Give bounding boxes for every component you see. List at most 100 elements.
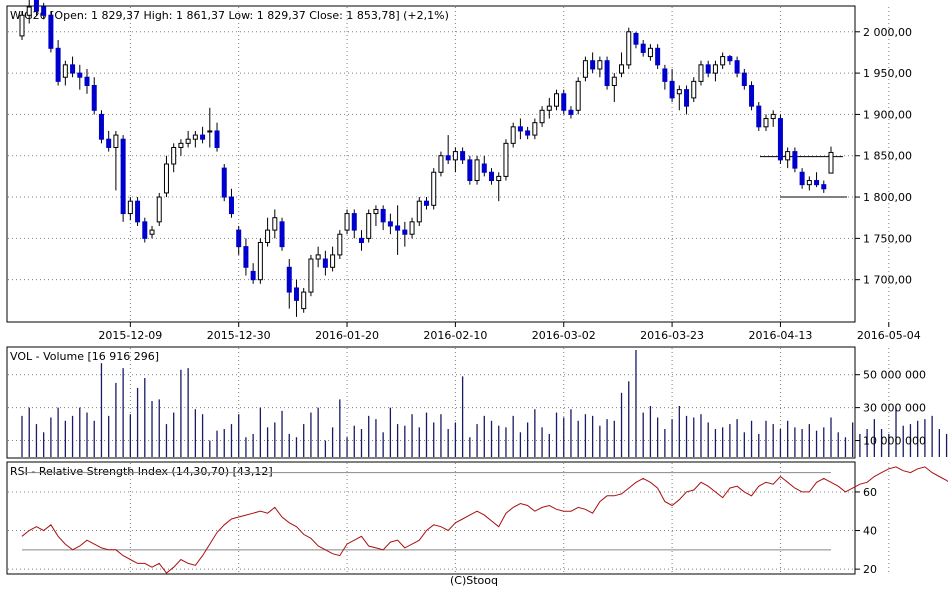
price-x-tick-label: 2016-04-13 [748,329,812,342]
candle-body-up [510,126,516,144]
price-x-tick-label: 2015-12-09 [98,329,162,342]
volume-y-tick-label: 50 000 000 [863,369,926,382]
candle-body-down [640,43,646,53]
candle-body-up [546,105,552,111]
candle-body-down [402,229,408,235]
price-x-tick-label: 2016-02-10 [423,329,487,342]
candle-body-down [293,287,299,301]
candle-body-down [525,130,531,136]
price-panel-title: WIG20 [Open: 1 829,37 High: 1 861,37 Low… [10,9,449,22]
candle-body-down [351,213,357,231]
candle-body-down [561,93,567,111]
candle-body-down [669,80,675,99]
candle-body-down [489,171,495,182]
candle-body-down [41,6,47,16]
candle-body-up [19,14,25,37]
candle-body-up [127,200,133,215]
price-y-tick-label: 1 750,00 [863,232,912,245]
candle-body-down [120,138,126,215]
candle-body-down [460,151,466,161]
candle-body-down [821,184,827,190]
candle-body-down [777,118,783,161]
candle-body-up [301,291,307,310]
candle-body-up [452,151,458,161]
candle-body-down [799,171,805,186]
price-y-tick-label: 1 850,00 [863,150,912,163]
candle-body-up [156,196,162,223]
candle-body-up [611,76,617,86]
candle-body-down [70,64,76,74]
candle-body-up [676,89,682,95]
candle-body-down [445,155,451,161]
rsi-panel: RSI - Relative Strength Index (14,30,70)… [6,461,948,576]
candle-body-up [554,93,560,107]
source-credit: (C)Stooq [449,574,498,587]
price-x-tick-label: 2016-05-04 [857,329,921,342]
candle-body-up [178,142,184,148]
candle-body-down [142,221,148,239]
candle-body-up [539,109,545,124]
candle-body-up [438,155,444,173]
candle-body-up [62,64,68,78]
candle-body-down [250,270,256,281]
candle-body-down [481,163,487,173]
candle-body-down [236,229,242,248]
candle-body-down [684,89,690,107]
candle-body-up [785,151,791,161]
candle-body-up [597,60,603,70]
candle-body-down [590,60,596,70]
candle-body-up [416,200,422,223]
candle-body-up [626,31,632,66]
price-panel: WIG20 [Open: 1 829,37 High: 1 861,37 Low… [6,0,921,342]
candle-body-down [221,167,227,198]
volume-panel: VOL - Volume [16 916 296] 10 000 000 30 0… [6,346,948,459]
rsi-panel-title: RSI - Relative Strength Index (14,30,70)… [10,465,273,478]
price-plot-frame [6,5,856,323]
candle-body-down [604,60,610,86]
candle-body-up [496,175,502,182]
candle-body-down [214,130,220,148]
candle-body-down [135,200,141,223]
candle-body-up [431,171,437,206]
price-y-tick-label: 1 900,00 [863,108,912,121]
candle-body-down [33,0,39,12]
candle-body-up [806,180,812,186]
candle-body-up [337,233,343,256]
candle-body-up [207,130,213,133]
candle-body-up [582,60,588,78]
volume-gridlines [8,348,890,457]
candle-body-down [655,47,661,66]
rsi-y-tick-label: 60 [863,486,877,499]
rsi-level-lines [22,472,831,551]
candle-body-down [749,85,755,107]
rsi-y-axis: 20 40 60 [855,486,877,576]
volume-panel-title: VOL - Volume [16 916 296] [10,350,159,363]
candle-body-up [344,213,350,231]
candle-body-down [387,221,393,227]
candle-body-up [474,159,480,182]
candle-body-down [358,237,364,244]
candle-body-down [48,14,54,49]
candle-body-down [705,64,711,74]
candle-body-up [192,134,198,140]
candle-body-down [200,134,206,140]
candle-body-down [662,68,668,82]
price-y-axis: 1 700,00 1 750,00 1 800,00 1 850,00 1 900,00… [855,26,912,287]
price-y-tick-label: 1 800,00 [863,191,912,204]
candle-body-up [330,254,336,268]
candle-body-up [698,64,704,82]
candle-body-up [619,64,625,74]
candle-body-up [265,229,271,244]
candle-body-down [467,159,473,182]
rsi-line [21,466,948,574]
volume-y-tick-label: 10 000 000 [863,435,926,448]
candle-body-up [171,146,177,165]
candle-body-down [380,208,386,223]
candle-body-up [373,208,379,215]
candle-body-up [720,56,726,66]
candle-body-up [26,6,32,16]
candle-body-down [568,109,574,115]
candle-body-down [228,196,234,215]
price-x-tick-label: 2016-03-23 [640,329,704,342]
